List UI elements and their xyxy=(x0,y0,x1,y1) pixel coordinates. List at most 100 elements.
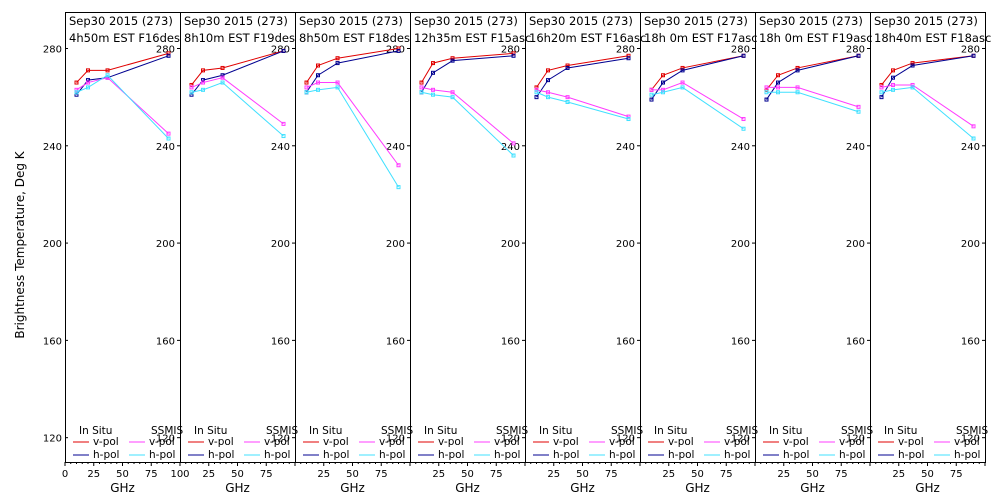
x-tick-label: 75 xyxy=(490,469,503,480)
y-tick-label-left: 240 xyxy=(43,142,62,153)
series-line-ssmis-v-pol xyxy=(306,82,399,166)
panel-1: Sep30 2015 (273) 4h50m EST F16des 120 160 20… xyxy=(62,12,190,495)
legend-label-insitu-v: v-pol xyxy=(93,436,119,448)
series-line-insitu-v-pol xyxy=(191,50,284,86)
y-tick-label: 200 xyxy=(501,239,520,250)
data-point-insitu-v-pol xyxy=(86,68,90,73)
x-tick-label: 50 xyxy=(691,469,704,480)
data-point-ssmis-h-pol xyxy=(450,95,455,100)
legend-label-insitu-h: h-pol xyxy=(438,449,464,461)
panel-frame xyxy=(180,12,296,463)
x-tick-label: 25 xyxy=(777,469,790,480)
panel-subtitle: 18h 0m EST F19asc xyxy=(759,31,873,45)
data-point-ssmis-h-pol xyxy=(680,85,685,90)
legend-label-ssmis-h: h-pol xyxy=(149,449,175,461)
data-point-ssmis-v-pol xyxy=(649,87,654,92)
y-tick-label-left: 200 xyxy=(43,239,62,250)
data-point-insitu-h-pol xyxy=(910,63,915,68)
legend-ssmis-header: SSMIS xyxy=(151,425,183,437)
series-line-ssmis-v-pol xyxy=(881,84,974,127)
panel-subtitle: 8h50m EST F18des xyxy=(299,31,410,45)
data-point-ssmis-v-pol xyxy=(534,87,539,92)
y-tick-label: 280 xyxy=(961,44,980,55)
legend-label-ssmis-h: h-pol xyxy=(839,449,865,461)
y-tick-label: 160 xyxy=(846,336,865,347)
panel-8: Sep30 2015 (273) 18h40m EST F18asc 120 160 2… xyxy=(869,12,991,495)
series-line-insitu-h-pol xyxy=(881,55,974,98)
legend-insitu-header: In Situ xyxy=(884,425,917,437)
data-point-ssmis-h-pol xyxy=(201,87,205,92)
x-axis-label: GHz xyxy=(110,481,135,495)
data-point-ssmis-v-pol xyxy=(879,85,884,90)
data-point-ssmis-v-pol xyxy=(166,131,171,136)
data-point-ssmis-v-pol xyxy=(281,121,286,126)
series-line-insitu-v-pol xyxy=(306,47,399,83)
series-line-insitu-h-pol xyxy=(76,55,169,96)
data-point-ssmis-v-pol xyxy=(396,163,401,168)
data-point-insitu-h-pol xyxy=(891,75,895,80)
data-point-insitu-h-pol xyxy=(316,73,320,78)
data-point-insitu-h-pol xyxy=(776,80,780,85)
y-tick-label: 160 xyxy=(156,336,175,347)
x-tick-label: 25 xyxy=(87,469,100,480)
legend-label-insitu-h: h-pol xyxy=(553,449,579,461)
data-point-ssmis-h-pol xyxy=(764,90,769,95)
legend-label-insitu-h: h-pol xyxy=(93,449,119,461)
legend-insitu-header: In Situ xyxy=(194,425,227,437)
x-axis-label: GHz xyxy=(685,481,710,495)
y-tick-label: 120 xyxy=(846,434,865,445)
data-point-ssmis-v-pol xyxy=(795,85,800,90)
series-line-insitu-h-pol xyxy=(191,50,284,96)
data-point-insitu-h-pol xyxy=(565,65,570,70)
panel-title: Sep30 2015 (273) xyxy=(644,14,748,28)
y-tick-label: 200 xyxy=(616,239,635,250)
data-point-insitu-h-pol xyxy=(166,53,171,58)
series-line-ssmis-h-pol xyxy=(191,81,284,137)
panel-frame xyxy=(525,12,641,463)
data-point-insitu-v-pol xyxy=(511,51,516,56)
legend-label-insitu-h: h-pol xyxy=(668,449,694,461)
x-tick-label: 50 xyxy=(576,469,589,480)
data-point-ssmis-v-pol xyxy=(626,114,631,119)
data-point-ssmis-h-pol xyxy=(565,100,570,104)
series-line-ssmis-v-pol xyxy=(76,77,169,134)
x-tick-label: 75 xyxy=(605,469,618,480)
data-point-insitu-v-pol xyxy=(166,51,171,56)
data-point-insitu-h-pol xyxy=(534,95,539,100)
x-tick-label: 25 xyxy=(547,469,560,480)
y-tick-label: 120 xyxy=(731,434,750,445)
data-point-insitu-v-pol xyxy=(565,63,570,68)
y-tick-label: 160 xyxy=(731,336,750,347)
x-tick-label: 75 xyxy=(145,469,158,480)
data-point-ssmis-v-pol xyxy=(680,80,685,85)
y-tick-label: 120 xyxy=(271,434,290,445)
legend-label-insitu-v: v-pol xyxy=(208,436,234,448)
legend-ssmis-header: SSMIS xyxy=(956,425,988,437)
y-tick-label-left: 160 xyxy=(43,336,62,347)
legend-label-insitu-h: h-pol xyxy=(783,449,809,461)
legend-label-insitu-h: h-pol xyxy=(323,449,349,461)
y-tick-label: 200 xyxy=(846,239,865,250)
x-tick-label: 100 xyxy=(170,469,189,480)
data-point-ssmis-h-pol xyxy=(661,90,665,95)
y-tick-label: 200 xyxy=(961,239,980,250)
data-point-ssmis-h-pol xyxy=(304,90,309,95)
data-point-ssmis-v-pol xyxy=(189,85,194,90)
data-point-insitu-v-pol xyxy=(419,80,424,85)
data-point-insitu-v-pol xyxy=(450,56,455,61)
y-tick-label: 240 xyxy=(961,142,980,153)
series-line-insitu-h-pol xyxy=(651,55,744,100)
data-point-ssmis-v-pol xyxy=(431,87,435,92)
panel-title: Sep30 2015 (273) xyxy=(184,14,288,28)
data-point-insitu-h-pol xyxy=(856,53,861,58)
y-tick-label: 280 xyxy=(731,44,750,55)
x-tick-label: 50 xyxy=(116,469,129,480)
x-tick-label: 25 xyxy=(202,469,215,480)
legend-label-ssmis-v: v-pol xyxy=(264,436,290,448)
data-point-insitu-h-pol xyxy=(680,68,685,73)
y-tick-label: 200 xyxy=(386,239,405,250)
y-tick-label: 240 xyxy=(271,142,290,153)
y-tick-label: 120 xyxy=(616,434,635,445)
legend-label-insitu-h: h-pol xyxy=(898,449,924,461)
panel-title: Sep30 2015 (273) xyxy=(759,14,863,28)
